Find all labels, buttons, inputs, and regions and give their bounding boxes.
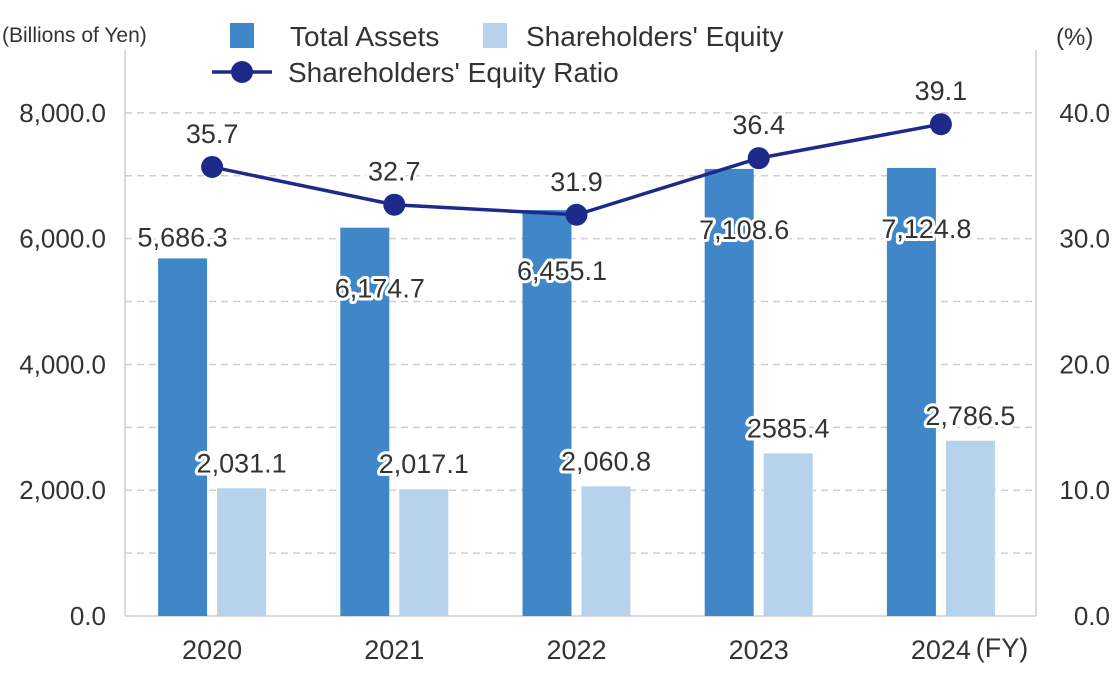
ratio-marker <box>565 203 588 226</box>
ratio-marker <box>747 147 770 170</box>
label-shareholders-equity: 2,786.5 <box>925 401 1015 431</box>
label-total-assets: 7,108.6 <box>699 215 789 245</box>
grid-lines <box>124 50 1037 617</box>
legend-swatch-total-assets <box>230 23 254 48</box>
data-labels: 5,686.3 2,031.1 35.7 6,174.7 2,017.1 32.7 6,45… <box>135 73 1019 482</box>
y-right-tick-label: 20.0 <box>1059 349 1110 379</box>
y-left-tick-label: 4,000.0 <box>19 349 106 379</box>
bar-total-assets <box>522 210 572 616</box>
y-left-tick-label: 6,000.0 <box>19 224 106 254</box>
bar-shareholders-equity <box>945 440 995 616</box>
bar-total-assets <box>886 167 936 616</box>
label-shareholders-equity: 2,031.1 <box>197 448 287 478</box>
ratio-marker <box>383 193 406 216</box>
y-right-unit-label: (%) <box>1056 24 1093 51</box>
y-right-tick-label: 30.0 <box>1059 224 1110 254</box>
legend-label-equity-ratio: Shareholders' Equity Ratio <box>288 57 619 88</box>
legend-label-shareholders-equity: Shareholders' Equity <box>526 21 784 52</box>
x-tick-label: 2023 <box>729 635 789 665</box>
legend: Total Assets Shareholders' Equity Shareh… <box>212 21 784 88</box>
label-total-assets: 5,686.3 <box>138 222 228 252</box>
ratio-marker <box>201 155 224 178</box>
bar-total-assets <box>340 227 390 616</box>
x-tick-label: 2021 <box>364 635 424 665</box>
x-tick-label: 2022 <box>546 635 606 665</box>
x-unit-label: (FY) <box>976 633 1028 663</box>
label-equity-ratio: 36.4 <box>732 110 785 140</box>
axes: (Billions of Yen) (%) (FY) 0.0 2,000.0 4,0… <box>2 24 1110 665</box>
label-shareholders-equity: 2,017.1 <box>379 449 469 479</box>
y-right-tick-label: 10.0 <box>1059 475 1110 505</box>
ratio-marker <box>929 113 952 136</box>
y-right-tick-label: 0.0 <box>1074 601 1110 631</box>
y-left-tick-label: 2,000.0 <box>19 475 106 505</box>
label-equity-ratio: 31.9 <box>550 167 603 197</box>
y-left-unit-label: (Billions of Yen) <box>2 24 147 47</box>
bar-total-assets <box>158 258 208 616</box>
y-left-tick-label: 8,000.0 <box>19 98 106 128</box>
label-total-assets: 6,174.7 <box>335 274 425 304</box>
ratio-line <box>201 113 952 226</box>
label-total-assets: 7,124.8 <box>881 214 971 244</box>
bar-shareholders-equity <box>399 489 449 616</box>
bar-shareholders-equity <box>581 486 631 616</box>
bar-shareholders-equity <box>763 453 813 616</box>
legend-marker-equity-ratio <box>231 61 253 83</box>
x-tick-label: 2020 <box>182 635 242 665</box>
label-equity-ratio: 35.7 <box>186 119 239 149</box>
label-equity-ratio: 39.1 <box>915 76 968 106</box>
label-shareholders-equity: 2,060.8 <box>561 446 651 476</box>
legend-swatch-shareholders-equity <box>483 23 507 48</box>
label-shareholders-equity: 2585.4 <box>747 413 830 443</box>
label-total-assets: 6,455.1 <box>517 256 607 286</box>
y-left-tick-label: 0.0 <box>70 601 106 631</box>
label-equity-ratio: 32.7 <box>368 157 421 187</box>
bar-shareholders-equity <box>217 488 267 616</box>
bars <box>158 167 995 616</box>
bar-total-assets <box>704 168 754 616</box>
legend-label-total-assets: Total Assets <box>290 21 439 52</box>
y-right-tick-label: 40.0 <box>1059 98 1110 128</box>
x-tick-label: 2024 <box>911 635 971 665</box>
